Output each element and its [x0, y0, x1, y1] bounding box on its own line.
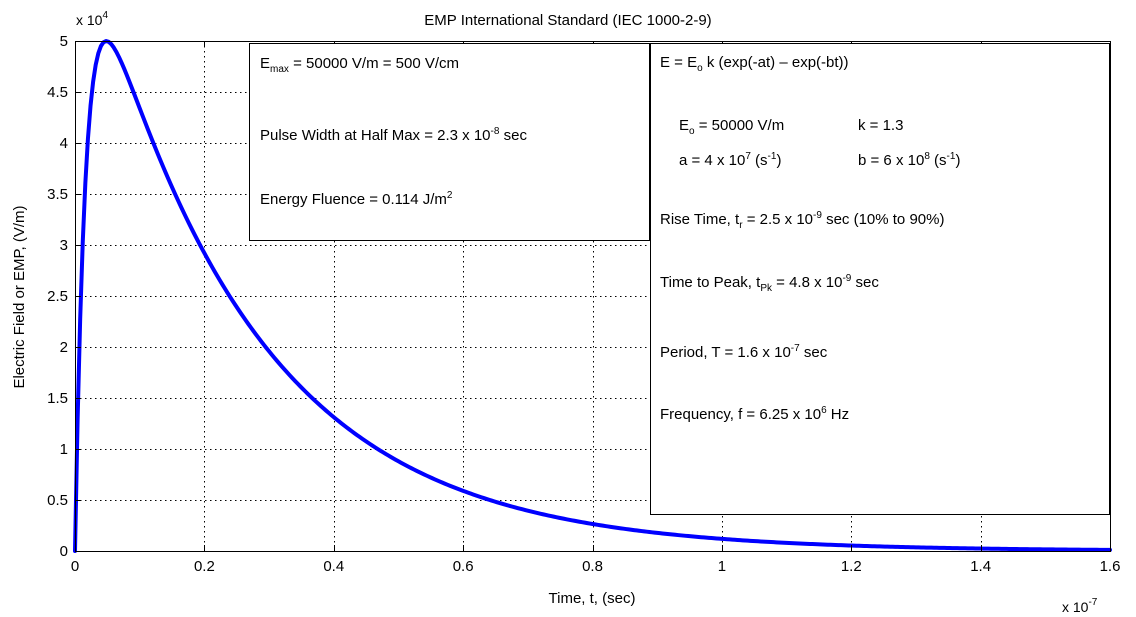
rise-time-text: Rise Time, tr = 2.5 x 10-9 sec (10% to 9…	[660, 210, 945, 231]
x-tick-label: 1.6	[1100, 558, 1121, 575]
e0-text: Eo = 50000 V/m	[679, 117, 785, 137]
pulse-width-text: Pulse Width at Half Max = 2.3 x 10-8 sec	[260, 126, 527, 144]
x-tick-label: 0.8	[582, 558, 603, 575]
x-tick-label: 0.4	[323, 558, 344, 575]
y-tick-label: 4	[60, 135, 68, 152]
y-tick-label: 3.5	[47, 186, 68, 203]
x-tick-label: 0.6	[453, 558, 474, 575]
y-tick-label: 2.5	[47, 288, 68, 305]
x-axis-label: Time, t, (sec)	[549, 590, 636, 607]
emax-text: Emax = 50000 V/m = 500 V/cm	[260, 55, 460, 75]
y-tick-label: 0	[60, 543, 68, 560]
energy-fluence-text: Energy Fluence = 0.114 J/m2	[260, 190, 453, 208]
peak-stats-box: Emax = 50000 V/m = 500 V/cm Pulse Width …	[249, 43, 650, 241]
chart-title: EMP International Standard (IEC 1000-2-9…	[424, 12, 711, 29]
x-exponent-label: x 10-7	[1062, 597, 1098, 615]
y-tick-label: 3	[60, 237, 68, 254]
time-to-peak-text: Time to Peak, tPk = 4.8 x 10-9 sec	[660, 273, 879, 294]
x-tick-label: 1	[718, 558, 726, 575]
x-exponent-power: -7	[1088, 597, 1097, 608]
y-tick-label: 1.5	[47, 390, 68, 407]
a-text: a = 4 x 107 (s-1)	[679, 151, 782, 169]
y-axis-label: Electric Field or EMP, (V/m)	[11, 205, 28, 388]
x-tick-label: 1.2	[841, 558, 862, 575]
y-tick-label: 0.5	[47, 492, 68, 509]
y-tick-label: 5	[60, 33, 68, 50]
series-layer	[73, 39, 1112, 553]
x-tick-label: 1.4	[970, 558, 991, 575]
y-tick-label: 2	[60, 339, 68, 356]
x-tick-label: 0.2	[194, 558, 215, 575]
y-tick-label: 1	[60, 441, 68, 458]
y-exponent-label: x 104	[76, 10, 108, 28]
period-text: Period, T = 1.6 x 10-7 sec	[660, 343, 828, 361]
emp-series-line	[73, 39, 1112, 553]
b-text: b = 6 x 108 (s-1)	[858, 151, 961, 169]
equation-text: E = Eo k (exp(-at) – exp(-bt))	[660, 54, 849, 74]
k-text: k = 1.3	[858, 117, 904, 134]
frequency-text: Frequency, f = 6.25 x 106 Hz	[660, 405, 850, 423]
axis-ticks: 0 0.2 0.4 0.6 0.8 1 1.2 1.4 1.6 0 0.5 1 1.5 2 2.5 3 3.5 4…	[47, 33, 1120, 575]
y-exponent-power: 4	[102, 10, 108, 21]
x-tick-label: 0	[71, 558, 79, 575]
pulse-parameters-box: E = Eo k (exp(-at) – exp(-bt)) Eo = 5000…	[650, 43, 1110, 515]
y-tick-label: 4.5	[47, 84, 68, 101]
